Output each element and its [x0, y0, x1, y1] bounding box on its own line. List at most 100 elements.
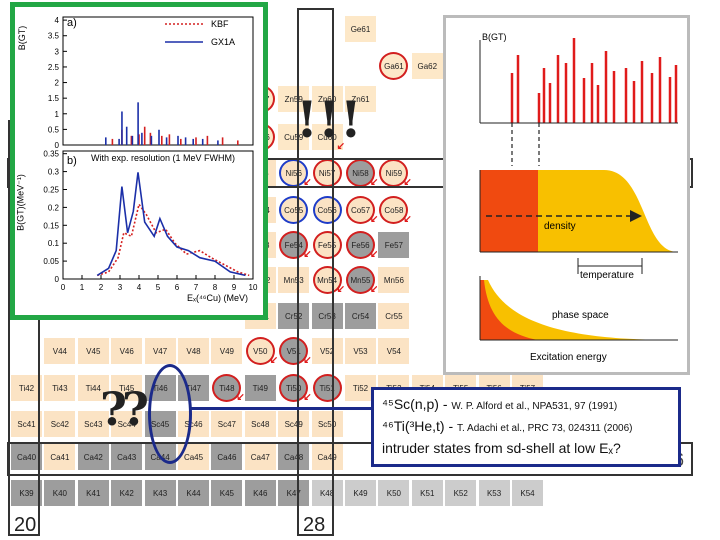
- nuclide-cr55: Cr55: [377, 302, 411, 330]
- nuclide-ti43: Ti43: [43, 374, 77, 402]
- nuclide-zn59: Zn59: [277, 85, 311, 113]
- nuclide-sc43: Sc43: [76, 410, 110, 438]
- xtick: 10: [249, 283, 258, 292]
- nuclide-cr54: Cr54: [344, 302, 377, 330]
- xtick: 4: [137, 283, 142, 292]
- highlight-ellipse: [148, 364, 192, 464]
- nuclide-ge61: Ge61: [344, 15, 377, 43]
- ytick-b: 0.05: [43, 257, 59, 266]
- question-mark-2: ?: [122, 382, 149, 436]
- bgt-plot: 0 0.5 1 1.5 2 2.5 3 3.5 4 0 0.05 0.1 0.15 0.2 0.25 0.3 0…: [10, 2, 268, 320]
- nuclide-v51: V51: [279, 337, 309, 365]
- nuclide-fe54: Fe54: [279, 231, 309, 259]
- magic-number-28: 28: [303, 514, 326, 536]
- density-label: density: [544, 221, 576, 232]
- decay-arrow: ↙: [403, 214, 412, 225]
- nuclide-ni57: Ni57: [312, 159, 342, 187]
- nuclide-v48: V48: [177, 337, 210, 365]
- nuclide-v52: V52: [310, 337, 344, 365]
- nuclide-ca49: Ca49: [310, 443, 344, 471]
- nuclide-co56: Co56: [312, 196, 342, 224]
- nuclide-cu60: Cu60: [310, 123, 344, 151]
- nuclide-ti42: Ti42: [10, 374, 43, 402]
- phase-space-label: phase space: [552, 310, 609, 321]
- nuclide-k47: K47: [277, 479, 311, 507]
- decay-arrow: ↙: [403, 177, 412, 188]
- nuclide-zn61: Zn61: [344, 85, 377, 113]
- legend-kbf: KBF: [211, 19, 229, 29]
- nuclide-k46: K46: [243, 479, 277, 507]
- ytick-a: 1.5: [48, 94, 60, 103]
- nuclide-sc41: Sc41: [10, 410, 43, 438]
- nuclide-fe57: Fe57: [377, 231, 411, 259]
- nuclide-mn53: Mn53: [277, 266, 311, 294]
- nuclide-sc49: Sc49: [277, 410, 311, 438]
- ytick-b: 0.1: [48, 239, 60, 248]
- nuclide-v53: V53: [344, 337, 377, 365]
- decay-arrow: ↙: [370, 249, 379, 260]
- question-mark-1: ?: [100, 382, 127, 436]
- reference-1: W. P. Alford et al., NPA531, 97 (1991): [451, 401, 618, 412]
- xtick: 9: [232, 283, 237, 292]
- nuclide-v54: V54: [377, 337, 411, 365]
- ytick-b: 0.2: [48, 203, 60, 212]
- nuclide-k44: K44: [177, 479, 210, 507]
- ytick-a: 2.5: [48, 63, 60, 72]
- legend-gx1a: GX1A: [211, 37, 236, 47]
- nuclide-sc47: Sc47: [210, 410, 244, 438]
- level-density-diagram: B(GT) density temperature phase space Ex…: [443, 15, 690, 375]
- nuclide-ca48: Ca48: [277, 443, 311, 471]
- nuclide-sc42: Sc42: [43, 410, 77, 438]
- nuclide-ca46: Ca46: [210, 443, 244, 471]
- nuclide-v45: V45: [76, 337, 110, 365]
- xlabel: Eₓ(⁴⁶Cu) (MeV): [187, 293, 249, 303]
- xtick: 2: [99, 283, 104, 292]
- nuclide-ti45: Ti45: [110, 374, 144, 402]
- nuclide-sc44: Sc44: [110, 410, 144, 438]
- ytick-b: 0.3: [48, 168, 60, 177]
- decay-arrow: ↙: [303, 177, 312, 188]
- excitation-energy-label: Excitation energy: [530, 352, 607, 363]
- nuclide-ni59: Ni59: [379, 159, 409, 187]
- decay-arrow: ↙: [303, 103, 312, 114]
- nuclide-fe56: Fe56: [346, 231, 375, 259]
- reference-2: T. Adachi et al., PRC 73, 024311 (2006): [457, 423, 633, 434]
- nuclide-mn54: Mn54: [312, 266, 342, 294]
- ytick-b: 0: [55, 275, 60, 284]
- decay-arrow: ↙: [269, 355, 279, 366]
- decay-arrow: ↙: [336, 141, 345, 152]
- nuclide-sc48: Sc48: [243, 410, 277, 438]
- nuclide-mn56: Mn56: [377, 266, 411, 294]
- ytick-a: 2: [55, 79, 60, 88]
- nuclide-ga61: Ga61: [379, 52, 409, 80]
- nuclide-ni56: Ni56: [279, 159, 309, 187]
- decay-arrow: ↙: [370, 214, 379, 225]
- nuclide-ca40: Ca40: [10, 443, 43, 471]
- nuclide-ga62: Ga62: [410, 52, 444, 80]
- nuclide-co57: Co57: [346, 196, 375, 224]
- nuclide-ti49: Ti49: [243, 374, 277, 402]
- decay-arrow: ↙: [303, 355, 312, 366]
- nuclide-v46: V46: [110, 337, 144, 365]
- nuclide-k52: K52: [444, 479, 478, 507]
- nuclide-k45: K45: [210, 479, 244, 507]
- ytick-b: 0.15: [43, 221, 59, 230]
- nuclide-ti51: Ti51: [312, 374, 342, 402]
- panel-a-label: a): [67, 17, 77, 29]
- xtick: 0: [61, 283, 66, 292]
- nuclide-cu59: Cu59: [277, 123, 311, 151]
- nuclide-zn60: Zn60: [310, 85, 344, 113]
- nuclide-sc50: Sc50: [310, 410, 344, 438]
- temperature-label: temperature: [580, 270, 634, 281]
- nuclide-k53: K53: [477, 479, 511, 507]
- connector-line: [190, 407, 372, 410]
- nuclide-ti50: Ti50: [279, 374, 309, 402]
- xtick: 3: [118, 283, 123, 292]
- nuclide-k39: K39: [10, 479, 43, 507]
- xtick: 6: [175, 283, 180, 292]
- decay-arrow: ↙: [303, 392, 312, 403]
- nuclide-mn55: Mn55: [346, 266, 375, 294]
- nuclide-ti44: Ti44: [76, 374, 110, 402]
- nuclide-ca47: Ca47: [243, 443, 277, 471]
- nuclide-co55: Co55: [279, 196, 309, 224]
